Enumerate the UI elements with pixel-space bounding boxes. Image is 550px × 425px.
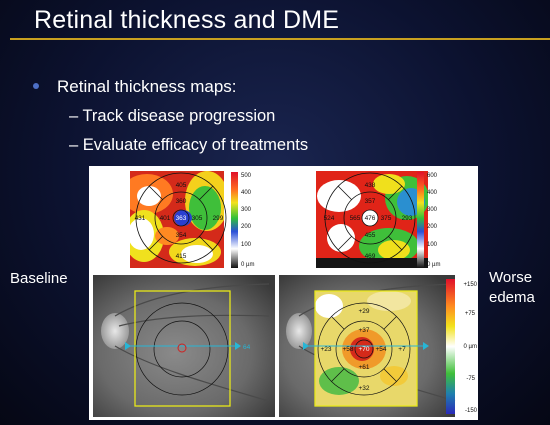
baseline-inner-left-value: 401 [160, 215, 171, 222]
worse-change-center: +70 [358, 346, 369, 353]
baseline-scale-100: 100 [241, 242, 252, 248]
baseline-thickness-map: 405 360 401 363 305 431 299 354 415 500 … [130, 171, 254, 268]
sub-bullet-2-text: Evaluate efficacy of treatments [82, 136, 309, 154]
sub-bullet-1: – Track disease progression [69, 107, 276, 125]
bullet-marker [33, 83, 39, 89]
bullet-text: Retinal thickness maps: [57, 77, 237, 96]
worse-change-inner-right: +54 [375, 346, 386, 353]
baseline-outer-right-value: 299 [213, 215, 224, 222]
worse-scan-frame [314, 290, 418, 407]
worse-scale-200: 200 [427, 224, 438, 230]
worse-scale-600: 600 [427, 173, 438, 179]
baseline-top-value: 405 [176, 182, 187, 189]
worse-top-value: 438 [365, 182, 376, 189]
worse-fundus-image: +29 +37 +58 +70 +54 +23 +7 +61 +32 +150 … [279, 275, 478, 417]
change-scale-plus75: +75 [465, 311, 476, 317]
baseline-outer-left-value: 431 [135, 215, 146, 222]
change-scale-zero: 0 µm [464, 344, 477, 350]
baseline-scan-frame [134, 290, 231, 407]
worse-label-line1: Worse [489, 269, 533, 286]
worse-bottom-value: 469 [365, 253, 376, 260]
worse-change-outer-right: +7 [398, 346, 406, 353]
worse-scale-400: 400 [427, 190, 438, 196]
slide-title: Retinal thickness and DME [34, 6, 340, 34]
baseline-scan-end-arrow [235, 342, 241, 350]
worse-scan-end-arrow [423, 342, 429, 350]
worse-scale-0: 0 µm [427, 262, 440, 268]
worse-change-bottom: +32 [358, 385, 369, 392]
change-scale-plus150: +150 [463, 282, 477, 288]
worse-inner-left-value: 565 [350, 215, 361, 222]
title-divider [10, 38, 550, 40]
worse-center-value: 476 [365, 215, 376, 222]
worse-inner-bottom-value: 455 [365, 232, 376, 239]
baseline-scale-300: 300 [241, 207, 252, 213]
baseline-scan-start-arrow [125, 342, 131, 350]
worse-color-scale [417, 172, 424, 268]
worse-change-outer-left: +23 [320, 346, 331, 353]
worse-edema-label: Worse edema [489, 268, 535, 308]
baseline-scale-200: 200 [241, 224, 252, 230]
worse-label-line2: edema [489, 289, 535, 306]
baseline-inner-right-value: 305 [192, 215, 203, 222]
worse-scale-100: 100 [427, 242, 438, 248]
change-scale-minus150: -150 [465, 408, 478, 414]
sub-bullet-2: – Evaluate efficacy of treatments [69, 136, 309, 154]
baseline-bottom-value: 415 [176, 253, 187, 260]
sub-bullet-1-text: Track disease progression [82, 107, 276, 125]
worse-scale-300: 300 [427, 207, 438, 213]
baseline-scale-400: 400 [241, 190, 252, 196]
baseline-scale-500: 500 [241, 173, 252, 179]
worse-optic-disc [286, 313, 312, 349]
worse-thickness-map: 438 357 565 476 375 524 293 455 469 600 … [316, 171, 440, 268]
baseline-center-value: 363 [176, 215, 187, 222]
baseline-fovea-marker [177, 343, 187, 353]
change-color-scale [446, 279, 455, 414]
worse-change-inner-bottom: +61 [358, 364, 369, 371]
oct-figure: 405 360 401 363 305 431 299 354 415 500 … [93, 171, 478, 417]
baseline-scale-0: 0 µm [241, 262, 254, 268]
baseline-color-scale [231, 172, 238, 268]
worse-change-inner-top: +37 [358, 327, 369, 334]
baseline-fundus-image: 64 [93, 275, 275, 417]
worse-outer-left-value: 524 [324, 215, 335, 222]
worse-change-inner-left: +58 [342, 346, 353, 353]
baseline-scan-label: 64 [243, 344, 251, 351]
baseline-inner-bottom-value: 354 [176, 232, 187, 239]
baseline-optic-disc [101, 313, 129, 349]
worse-inner-right-value: 375 [381, 215, 392, 222]
worse-scan-start-arrow [303, 342, 309, 350]
change-scale-minus75: -75 [466, 376, 475, 382]
oct-figure-panel: 405 360 401 363 305 431 299 354 415 500 … [89, 166, 478, 420]
baseline-inner-top-value: 360 [176, 198, 187, 205]
worse-change-top: +29 [358, 308, 369, 315]
worse-outer-right-value: 293 [402, 215, 413, 222]
baseline-label: Baseline [10, 270, 68, 287]
worse-inner-top-value: 357 [365, 198, 376, 205]
